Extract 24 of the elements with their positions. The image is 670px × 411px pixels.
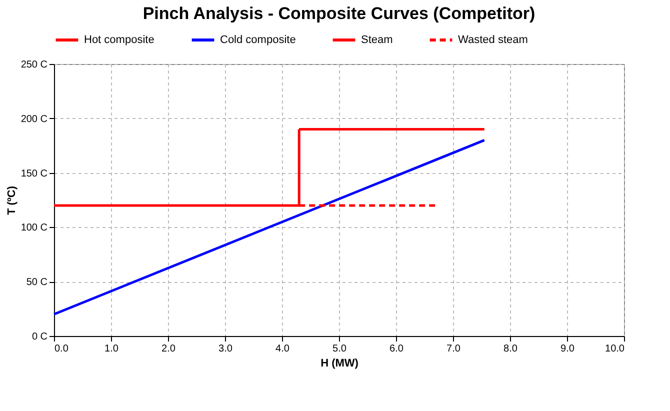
legend-label: Wasted steam xyxy=(458,34,528,46)
y-tick-label: 250 C xyxy=(20,60,48,70)
x-tick-label: 9.0 xyxy=(560,344,575,354)
y-tick-label: 150 C xyxy=(20,168,48,180)
legend-label: Steam xyxy=(361,34,393,46)
x-tick-label: 3.0 xyxy=(218,344,233,354)
x-tick-label: 4.0 xyxy=(276,344,290,354)
y-tick-label: 100 C xyxy=(20,222,48,234)
x-tick-label: 1.0 xyxy=(104,344,119,354)
x-tick-label: 0.0 xyxy=(54,344,69,354)
y-tick-label: 200 C xyxy=(20,114,48,125)
legend-label: Hot composite xyxy=(84,34,154,46)
x-axis-title: H (MW) xyxy=(320,358,359,370)
x-tick-label: 10.0 xyxy=(605,344,625,354)
x-tick-label: 6.0 xyxy=(390,344,404,354)
x-tick-label: 8.0 xyxy=(504,344,518,354)
y-tick-label: 50 C xyxy=(26,277,48,288)
y-tick-label: 0 C xyxy=(32,332,48,342)
x-tick-label: 5.0 xyxy=(332,344,347,354)
x-tick-label: 2.0 xyxy=(162,344,176,354)
y-axis-title: T (ºC) xyxy=(6,186,18,216)
chart-title: Pinch Analysis - Composite Curves (Competitor) xyxy=(142,4,536,23)
legend-label: Cold composite xyxy=(220,34,296,46)
x-tick-label: 7.0 xyxy=(446,344,461,354)
